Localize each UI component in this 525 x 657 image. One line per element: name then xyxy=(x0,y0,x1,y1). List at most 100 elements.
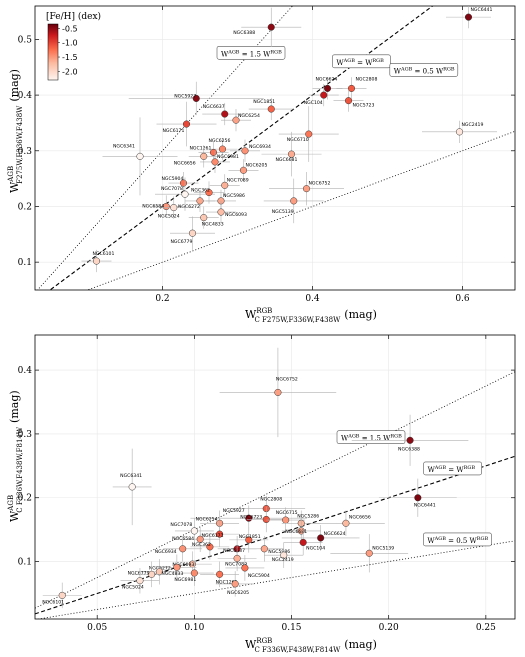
point-marker xyxy=(282,516,290,524)
ylabel-unit: (mag) xyxy=(8,390,21,423)
point-label: NGC104 xyxy=(304,100,323,106)
point-marker xyxy=(274,388,282,396)
point-marker xyxy=(221,181,229,189)
colorbar-tick-label: -1.5 xyxy=(62,53,78,62)
line-annotation-2: WAGB = 0.5 WRGB xyxy=(423,532,492,547)
ref-line-2 xyxy=(86,130,515,290)
point-marker xyxy=(179,545,187,553)
point-marker xyxy=(92,257,101,265)
x-tick-label: 0.6 xyxy=(455,294,470,304)
point-label: NGC6254 xyxy=(238,113,260,119)
data-point-ngc104: NGC104 xyxy=(283,529,325,556)
xlabel-sub: C F336W,F438W,F814W xyxy=(254,646,341,654)
data-point-ngc5986: NGC5986 xyxy=(244,536,290,562)
xlabel-unit: (mag) xyxy=(344,308,377,321)
annotation-box xyxy=(216,45,286,60)
annotation-text: WAGB = WRGB xyxy=(336,58,384,67)
line-annotation-0: WAGB = 1.5 WRGB xyxy=(336,430,406,444)
data-point-ngc6584: NGC6584 xyxy=(172,526,220,552)
point-marker xyxy=(216,570,224,578)
point-marker xyxy=(136,577,144,585)
point-label: NGC1851 xyxy=(239,534,261,540)
point-marker xyxy=(347,84,356,92)
xlabel-main: W xyxy=(245,638,257,651)
ylabel-unit: (mag) xyxy=(8,69,21,102)
annot-sup: AGB xyxy=(227,49,240,55)
data-point-ngc362: NGC362 xyxy=(190,534,230,560)
data-point-ngc6341: NGC6341 xyxy=(112,448,152,526)
y-tick-label: 0.1 xyxy=(18,558,32,568)
point-label: NGC6388 xyxy=(398,446,420,452)
y-axis-label: WAGBC F336W,F438W,F814W (mag) xyxy=(7,390,24,522)
point-marker xyxy=(196,197,204,205)
ylabel-main: W xyxy=(8,181,21,193)
point-label: NGC5024 xyxy=(158,214,180,220)
point-marker xyxy=(233,554,241,562)
ylabel-sup: AGB xyxy=(7,166,15,183)
data-point-ngc1851: NGC1851 xyxy=(229,527,269,553)
point-marker xyxy=(455,128,464,136)
point-label: NGC362 xyxy=(192,542,211,548)
point-marker xyxy=(344,97,353,105)
annot-eq: = 1.5 W xyxy=(359,435,391,443)
point-marker xyxy=(262,515,270,523)
point-label: NGC6584 xyxy=(142,203,164,209)
data-point-ngc6710: NGC6710 xyxy=(278,106,339,162)
point-label: NGC6656 xyxy=(349,514,371,520)
point-marker xyxy=(406,436,414,444)
annotation-text: WAGB = 1.5 WRGB xyxy=(341,434,402,443)
point-label: NGC2419 xyxy=(462,122,484,128)
x-axis-label: WRGB C F336W,F438W,F814W (mag) xyxy=(245,637,377,654)
annot-sup2: RGB xyxy=(464,465,476,471)
annot-eq: = 1.5 W xyxy=(239,50,271,58)
data-point-ngc4833: NGC4833 xyxy=(188,206,224,229)
point-marker xyxy=(181,190,189,198)
point-marker xyxy=(245,514,253,522)
point-label: NGC6981 xyxy=(217,154,239,160)
y-tick-label: 0.4 xyxy=(18,366,33,376)
annot-main: W xyxy=(336,59,344,67)
point-marker xyxy=(196,535,204,543)
point-label: NGC6205 xyxy=(227,590,249,596)
point-marker xyxy=(211,158,219,166)
data-point-ngc2419: NGC2419 xyxy=(264,542,304,568)
data-point-ngc6981: NGC6981 xyxy=(174,560,214,586)
point-label: NGC6981 xyxy=(174,577,196,583)
point-label: NGC6624 xyxy=(316,76,338,82)
point-label: NGC2808 xyxy=(356,76,378,82)
annotation-box xyxy=(332,54,391,69)
point-label: NGC1261 xyxy=(190,145,212,151)
point-marker xyxy=(464,13,473,21)
colorbar-gradient xyxy=(47,23,59,81)
point-label: NGC7078 xyxy=(170,522,192,528)
ylabel-sub: C F336W,F438W,F814W xyxy=(16,426,24,513)
point-marker xyxy=(128,483,136,491)
point-marker xyxy=(136,152,144,160)
data-point-ngc6934: NGC6934 xyxy=(155,536,203,562)
data-point-ngc2419: NGC2419 xyxy=(422,120,497,143)
annot-sup: AGB xyxy=(343,58,356,64)
data-point-ngc6934: NGC6934 xyxy=(230,139,271,162)
xlabel-main: W xyxy=(245,308,257,321)
point-marker xyxy=(317,534,325,542)
data-point-ngc5139: NGC5139 xyxy=(263,178,324,224)
data-point-ngc5139: NGC5139 xyxy=(330,534,409,573)
annotation-text: WAGB = WRGB xyxy=(428,465,476,474)
point-label: NGC4833 xyxy=(161,571,183,577)
point-marker xyxy=(200,152,208,160)
point-label: NGC6584 xyxy=(172,536,194,542)
annot-main: W xyxy=(394,67,402,75)
x-tick-label: 0.25 xyxy=(476,623,496,633)
point-marker xyxy=(217,208,225,216)
y-axis-label: WAGBF275W,F336W,F438W (mag) xyxy=(7,69,24,193)
data-point-ngc6681: NGC6681 xyxy=(261,131,322,177)
point-marker xyxy=(260,545,268,553)
point-label: NGC7078 xyxy=(161,186,183,192)
data-points: NGC6441 NGC6388 NGC5927 NGC6637 NGC6624 NGC28… xyxy=(81,6,497,273)
annot-sup2: RGB xyxy=(270,49,282,55)
line-annotation-1: WAGB = WRGB xyxy=(332,54,391,69)
point-label: NGC2419 xyxy=(272,557,294,563)
point-label: NGC5904 xyxy=(248,573,270,579)
point-marker xyxy=(192,94,200,102)
data-point-ngc362: NGC362 xyxy=(191,181,224,204)
